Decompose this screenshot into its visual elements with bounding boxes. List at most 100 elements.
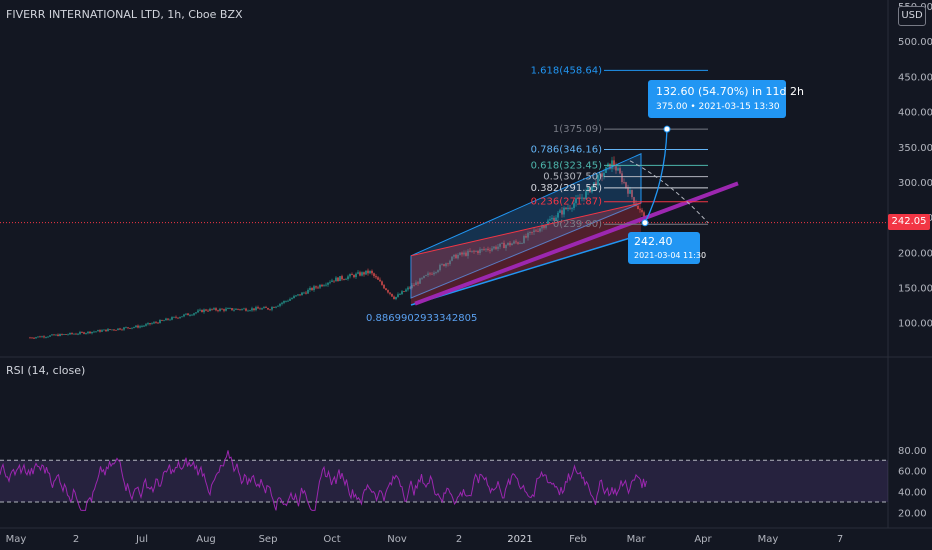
candle-body [295, 295, 297, 297]
candle-body [379, 279, 381, 282]
candle-body [483, 248, 485, 250]
candle-body [81, 332, 83, 333]
candle-body [591, 186, 593, 193]
candle-body [541, 225, 543, 229]
candle-body [435, 272, 437, 273]
candle-body [477, 251, 479, 254]
candle-body [129, 328, 131, 329]
candle-body [383, 284, 385, 289]
candle-body [475, 251, 477, 252]
currency-badge[interactable]: USD [898, 6, 926, 26]
candle-body [411, 284, 413, 289]
candle-body [563, 207, 565, 215]
price-point-label[interactable]: 242.40 2021-03-04 11:30 [628, 232, 706, 264]
candle-body [43, 336, 45, 338]
candle-body [471, 250, 473, 252]
candle-body [339, 276, 341, 282]
candle-body [609, 163, 611, 169]
candle-body [253, 308, 255, 310]
candle-body [289, 299, 291, 301]
fib-level-label: 0.5(307.50) [543, 172, 602, 183]
candle-body [175, 316, 177, 318]
candle-body [399, 294, 401, 296]
candle-body [267, 307, 269, 310]
candle-body [487, 248, 489, 250]
candle-body [183, 314, 185, 317]
candle-body [621, 173, 623, 183]
candle-body [545, 224, 547, 228]
candle-body [157, 322, 159, 324]
candle-body [85, 333, 87, 334]
candle-body [51, 334, 53, 336]
candle-body [105, 329, 107, 332]
candle-body [529, 231, 531, 233]
candle-body [391, 293, 393, 297]
candle-body [317, 287, 319, 289]
candle-body [165, 318, 167, 321]
candle-body [53, 334, 55, 336]
candle-body [575, 198, 577, 204]
candle-body [147, 323, 149, 325]
candle-body [561, 210, 563, 215]
candle-body [171, 317, 173, 320]
channel-lower-band [411, 203, 641, 306]
candle-body [419, 278, 421, 284]
candle-body [103, 329, 105, 331]
candle-body [33, 337, 35, 339]
candle-body [343, 279, 345, 281]
candle-body [361, 272, 363, 276]
candle-body [337, 277, 339, 282]
candle-body [447, 263, 449, 265]
candle-body [83, 332, 85, 334]
candle-body [535, 230, 537, 232]
candle-body [619, 168, 621, 174]
candle-body [263, 307, 265, 309]
candle-body [569, 207, 571, 209]
candle-body [185, 313, 187, 315]
candle-body [115, 329, 117, 331]
candle-body [37, 336, 39, 338]
candle-body [137, 325, 139, 328]
candle-body [177, 317, 179, 319]
candle-body [405, 289, 407, 292]
candle-body [227, 308, 229, 310]
candle-body [233, 309, 235, 311]
candle-body [149, 323, 151, 325]
candle-body [231, 308, 233, 311]
candle-body [427, 273, 429, 276]
candle-body [297, 294, 299, 296]
candle-body [195, 312, 197, 314]
candle-body [369, 270, 371, 274]
candle-body [597, 175, 599, 186]
candle-body [413, 284, 415, 286]
time-tick-label: Apr [694, 534, 712, 545]
candle-body [417, 282, 419, 284]
candle-body [481, 248, 483, 250]
candle-body [637, 205, 639, 210]
candle-body [441, 264, 443, 265]
candle-body [527, 232, 529, 238]
candle-body [401, 291, 403, 295]
candle-body [423, 275, 425, 278]
candle-body [121, 329, 123, 331]
candle-body [133, 327, 135, 328]
time-tick-label: Jul [135, 534, 148, 545]
candle-body [235, 308, 237, 310]
channel-bottom [410, 233, 642, 306]
candle-body [113, 329, 115, 331]
candle-body [203, 309, 205, 313]
candle-body [59, 334, 61, 337]
candle-body [255, 307, 257, 310]
candle-body [439, 264, 441, 271]
candle-body [611, 160, 613, 169]
candle-body [429, 273, 431, 275]
candle-body [403, 291, 405, 293]
candle-body [449, 260, 451, 265]
candle-body [397, 294, 399, 297]
candle-body [237, 308, 239, 310]
projection-label[interactable]: 132.60 (54.70%) in 11d 2h 375.00 • 2021-… [648, 80, 804, 118]
candle-body [387, 290, 389, 293]
price-tick-label: 200.00 [898, 248, 932, 259]
candle-body [75, 333, 77, 335]
